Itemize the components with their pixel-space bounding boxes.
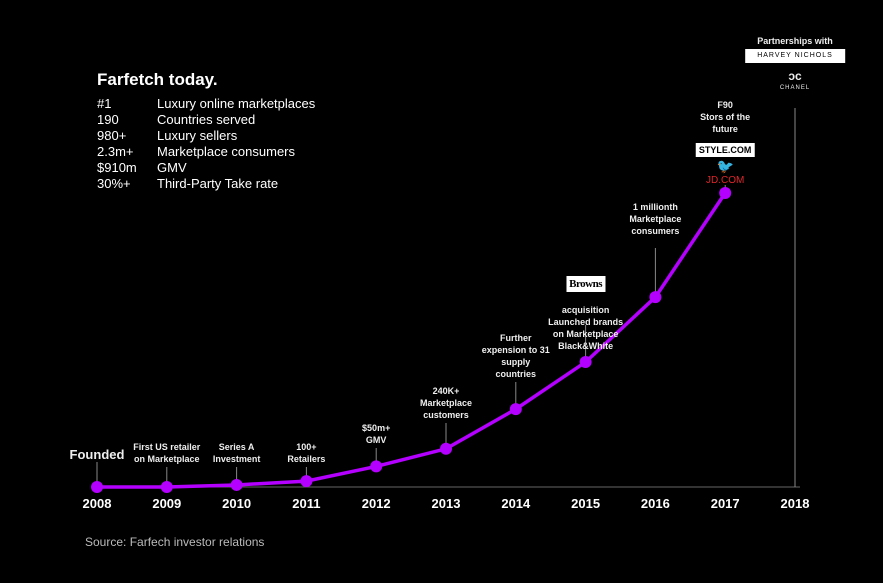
annotation-2013: 240K+ Marketplace customers [420,385,472,421]
data-point [91,481,103,493]
annotation-line: Further [500,333,532,343]
summary-label: Countries served [157,112,256,127]
annotation-2012: $50m+ GMV [362,422,390,446]
data-point [230,478,243,491]
annotation-line: Founded [69,447,125,462]
series-line [97,192,727,489]
summary-row: #1 Luxury online marketplaces [97,96,315,112]
annotation-line: Marketplace [419,398,473,408]
harvey-nichols-logo: HARVEY NICHOLS [745,49,845,63]
annotation-line: customers [423,410,469,420]
annotation-line: 240K+ [432,386,460,396]
annotation-2018: Partnerships with HARVEY NICHOLS ↄc CHANE… [745,35,845,94]
jd-com-logo: JD.COM [706,175,745,186]
annotation-2011: 100+ Retailers [287,441,325,465]
annotation-line: 100+ [296,442,317,452]
summary-row: 980+ Luxury sellers [97,128,315,144]
annotation-line: F90 [717,100,733,110]
annotation-line: Launched brands [548,317,624,327]
annotation-line: on Marketplace [552,329,619,339]
summary-label: Luxury sellers [157,128,238,143]
annotation-2014: Further expension to 31 supply countries [482,332,550,380]
summary-value: 190 [97,112,119,127]
summary-row: 30%+ Third-Party Take rate [97,176,315,192]
annotation-line: Series A [218,442,255,452]
source-note: Source: Farfech investor relations [85,535,265,549]
summary-label: Marketplace consumers [157,144,295,159]
summary-value: 2.3m+ [97,144,134,159]
summary-value: $910m [97,160,137,175]
chanel-logo-icon: ↄc [788,69,802,83]
x-tick-label: 2008 [82,496,112,511]
data-point [719,187,732,199]
annotation-line: 1 millionth [632,202,678,212]
annotation-line: Investment [212,454,261,464]
annotation-line: expension to 31 [481,345,550,355]
data-point [160,481,173,493]
annotation-2008: Founded [70,447,125,462]
summary-label: Third-Party Take rate [157,176,279,191]
summary-panel: Farfetch today. #1 Luxury online marketpl… [97,70,315,192]
x-tick-label: 2010 [222,496,252,511]
browns-logo: Browns [566,276,606,292]
summary-value: #1 [97,96,112,111]
data-point [509,403,522,416]
data-point [579,356,592,369]
summary-label: GMV [157,160,187,175]
x-tick-label: 2014 [501,496,531,511]
annotation-2015: Browns acquisition Launched brands on Marke… [548,276,623,352]
data-point [440,442,452,455]
annotation-2017: F90 Stors of the future STYLE.COM 🐦 JD.COM [695,99,755,187]
annotation-line: Black&White [558,341,614,351]
data-point [300,475,313,488]
bird-icon: 🐦 [716,158,734,174]
annotation-line: First US retailer [133,442,201,452]
x-tick-label: 2009 [152,496,182,511]
summary-title: Farfetch today. [97,70,218,89]
annotation-2016: 1 millionth Marketplace consumers [629,201,681,237]
annotation-line: future [712,124,738,134]
x-tick-label: 2016 [640,496,670,511]
annotation-line: Retailers [287,454,326,464]
x-tick-label: 2015 [571,496,601,511]
annotation-line: acquisition [561,305,610,315]
x-tick-label: 2012 [361,496,391,511]
summary-row: 2.3m+ Marketplace consumers [97,144,315,160]
summary-label: Luxury online marketplaces [157,96,316,111]
summary-value: 30%+ [97,176,131,191]
annotation-line: consumers [631,226,680,236]
annotation-line: Marketplace [629,214,682,224]
annotation-line: countries [495,369,537,379]
style-com-logo: STYLE.COM [695,143,755,157]
summary-row: $910m GMV [97,160,315,176]
annotation-line: supply [501,357,531,367]
x-tick-label: 2018 [780,496,810,511]
x-tick-label: 2017 [710,496,740,511]
data-point [649,291,662,304]
annotation-line: $50m+ [362,423,391,433]
annotation-2009: First US retailer on Marketplace [133,441,200,465]
annotation-line: Partnerships with [757,36,833,46]
summary-value: 980+ [97,128,127,143]
chanel-logo: CHANEL [779,85,811,91]
annotation-2010: Series A Investment [213,441,261,465]
x-tick-label: 2013 [431,496,461,511]
annotation-line: on Marketplace [134,454,200,464]
x-tick-label: 2011 [292,496,321,511]
annotation-line: Stors of the [700,112,751,122]
summary-row: 190 Countries served [97,112,315,128]
annotation-line: GMV [365,435,387,445]
data-point [370,460,383,473]
